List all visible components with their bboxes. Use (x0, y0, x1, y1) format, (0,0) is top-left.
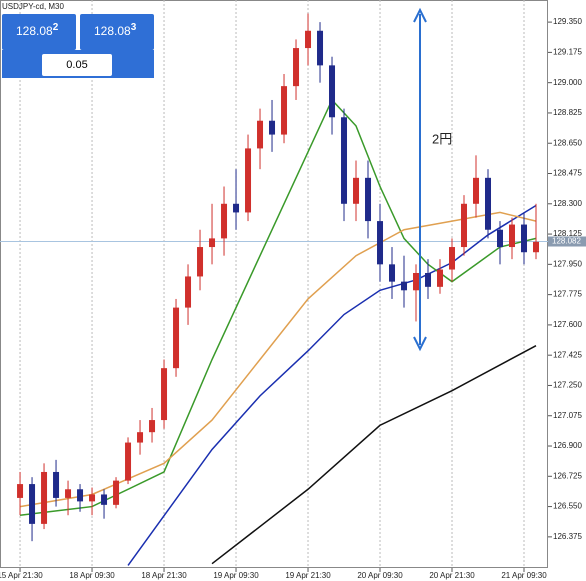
current-price-label: 128.082 (552, 237, 581, 246)
y-tick-label: 128.300 (553, 199, 582, 208)
candle-body (425, 272, 432, 287)
lot-input[interactable]: 0.05 (42, 54, 112, 76)
candle-body (101, 494, 108, 505)
symbol-label: USDJPY-cd, M30 (2, 2, 65, 11)
y-tick-label: 127.250 (553, 381, 582, 390)
x-tick-label: 18 Apr 21:30 (141, 571, 187, 580)
annotation: 2円 (432, 131, 452, 146)
candle-body (365, 177, 372, 222)
y-tick-label: 127.075 (553, 411, 582, 420)
candle-body (473, 177, 480, 204)
y-tick-label: 126.900 (553, 441, 582, 450)
candle-body (353, 177, 360, 204)
arrow-heads (413, 7, 427, 352)
candle-body (89, 494, 96, 502)
candle-body (509, 224, 516, 248)
sell-price: 128.08 (16, 24, 53, 38)
candle-body (437, 269, 444, 287)
candle-body (377, 221, 384, 265)
y-tick-label: 127.600 (553, 320, 582, 329)
candle-body (497, 229, 504, 248)
plot-frame (0, 0, 548, 568)
indicator-line (211, 345, 537, 565)
y-tick-label: 129.175 (553, 48, 582, 57)
candle-body (389, 264, 396, 282)
candle-body (413, 272, 420, 291)
x-tick-label: 21 Apr 09:30 (501, 571, 547, 580)
candle-body (113, 480, 120, 505)
y-tick-label: 127.950 (553, 259, 582, 268)
x-tick-label: 18 Apr 09:30 (69, 571, 115, 580)
y-tick-label: 129.000 (553, 78, 582, 87)
candle-body (17, 484, 24, 498)
candle-body (29, 484, 36, 524)
x-tick-label: 19 Apr 09:30 (213, 571, 259, 580)
candle-body (461, 203, 468, 248)
y-tick-label: 126.375 (553, 532, 582, 541)
candle-body (533, 241, 540, 253)
buy-button[interactable]: 128.083 買 (80, 14, 154, 67)
x-tick-label: 15 Apr 21:30 (0, 571, 43, 580)
candle-body (209, 238, 216, 248)
candle-body (77, 489, 84, 502)
buy-price: 128.08 (94, 24, 131, 38)
candle-body (125, 442, 132, 481)
y-tick-label: 128.825 (553, 108, 582, 117)
y-tick-label: 127.425 (553, 350, 582, 359)
candle-body (245, 148, 252, 213)
sell-pip: 2 (52, 22, 59, 33)
candle-body (233, 203, 240, 213)
candle-body (521, 224, 528, 253)
candle-body (281, 86, 288, 135)
candle-body (329, 65, 336, 118)
candle-body (257, 120, 264, 149)
candle-body (401, 281, 408, 291)
candle-body (161, 368, 168, 421)
x-tick-label: 20 Apr 09:30 (357, 571, 403, 580)
candle-body (221, 203, 228, 239)
y-tick-label: 128.650 (553, 138, 582, 147)
candle-body (185, 276, 192, 308)
candle-body (149, 420, 156, 433)
indicator-line (19, 98, 537, 516)
candle-body (341, 117, 348, 204)
candle-body (485, 177, 492, 230)
candle-body (293, 48, 300, 87)
y-tick-label: 127.775 (553, 290, 582, 299)
indicator-line (19, 211, 537, 508)
candle-body (197, 247, 204, 277)
plot-layer (0, 0, 548, 568)
y-tick-label: 128.475 (553, 169, 582, 178)
y-tick-label: 126.550 (553, 502, 582, 511)
sell-button[interactable]: 128.082 売 (2, 14, 76, 67)
candle-body (173, 307, 180, 369)
x-tick-label: 19 Apr 21:30 (285, 571, 331, 580)
current-price-box (548, 236, 586, 247)
y-tick-label: 128.125 (553, 229, 582, 238)
x-tick-label: 20 Apr 21:30 (429, 571, 475, 580)
candle-body (137, 432, 144, 443)
candle-body (449, 247, 456, 270)
candle-body (41, 471, 48, 524)
buy-pip: 3 (130, 22, 137, 33)
candle-body (269, 120, 276, 135)
candle-body (53, 471, 60, 498)
candle-body (65, 489, 72, 498)
indicator-line (127, 204, 537, 566)
y-tick-label: 129.350 (553, 17, 582, 26)
y-tick-label: 126.725 (553, 471, 582, 480)
candle-body (317, 30, 324, 66)
candle-body (305, 30, 312, 49)
